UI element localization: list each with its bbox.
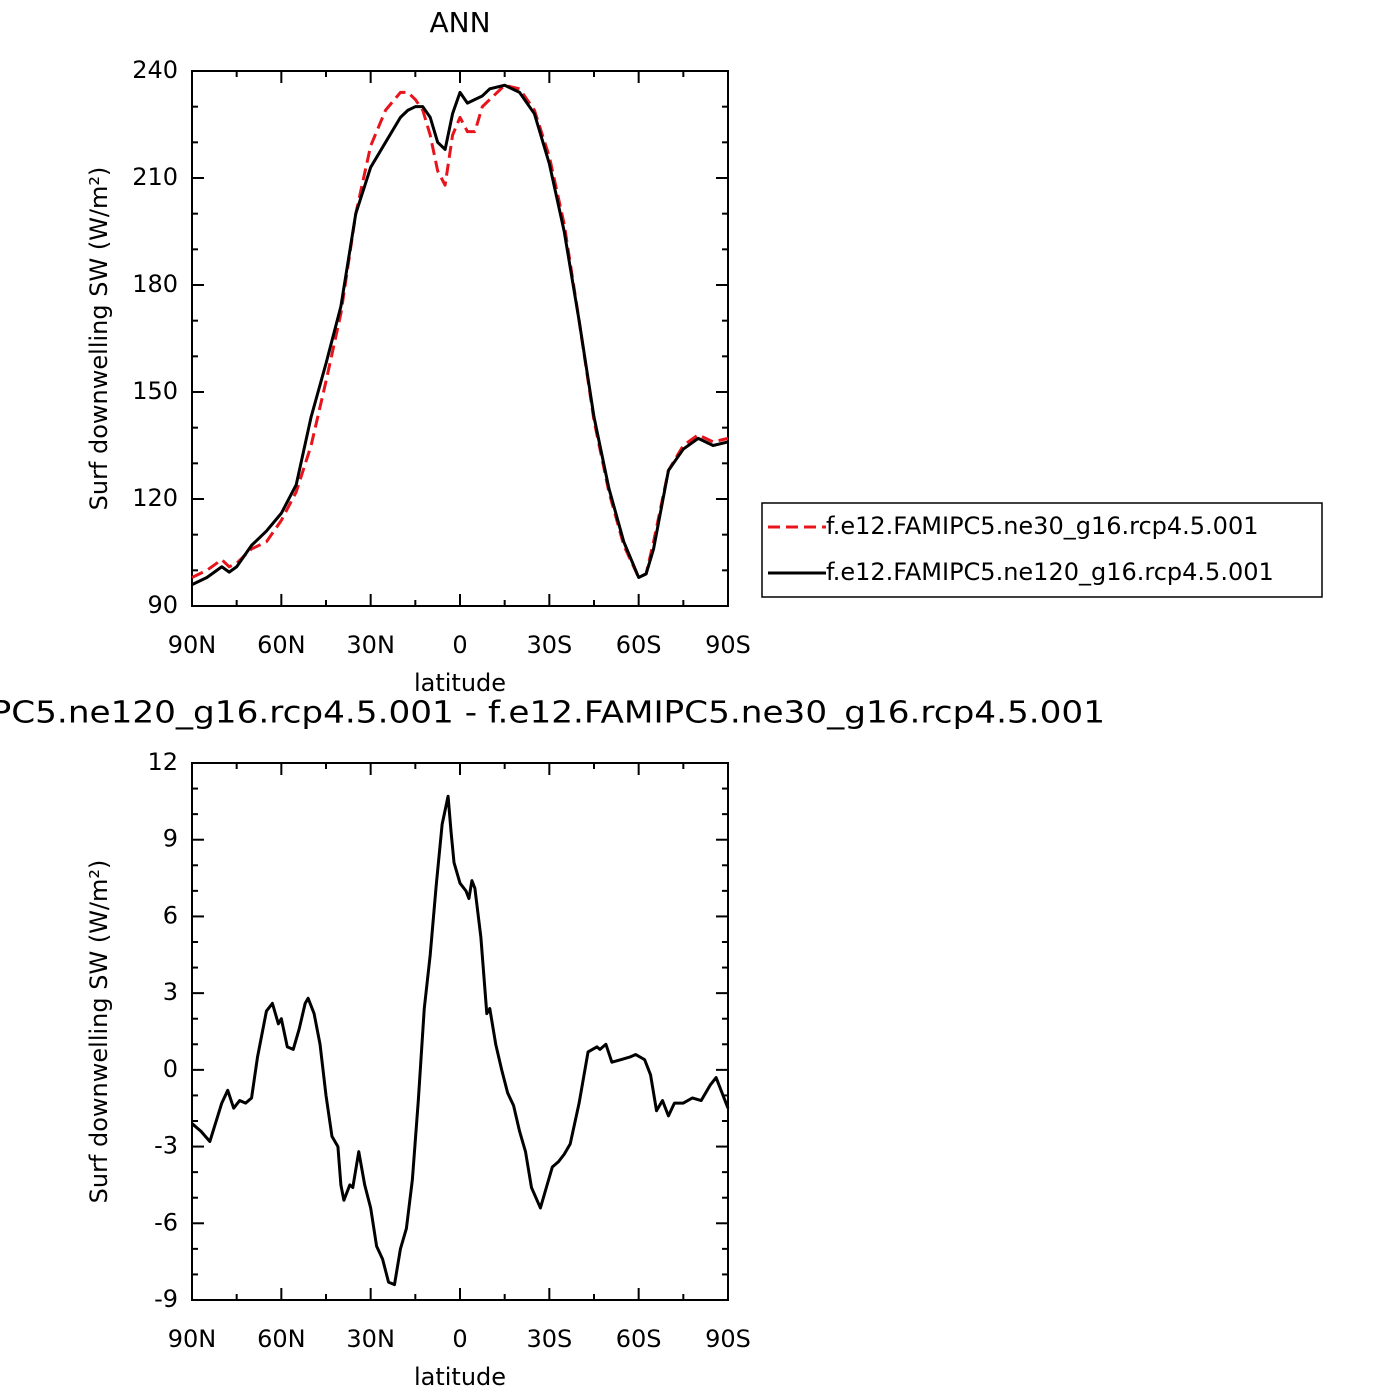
x-axis-label: latitude: [414, 1363, 506, 1391]
legend-label: f.e12.FAMIPC5.ne120_g16.rcp4.5.001: [826, 558, 1274, 586]
y-tick-label: 0: [163, 1055, 178, 1083]
plot-frame: [191, 762, 729, 1301]
x-tick-label: 0: [452, 1325, 467, 1353]
y-tick-label: 120: [132, 484, 178, 512]
data-line: [191, 83, 729, 586]
x-tick-label: 60N: [257, 1325, 306, 1353]
y-tick-label: 6: [163, 901, 178, 929]
x-tick-label: 90N: [168, 1325, 217, 1353]
y-tick-label: 180: [132, 270, 178, 298]
y-tick-label: -3: [154, 1132, 178, 1160]
x-tick-label: 90N: [168, 631, 217, 659]
x-tick-label: 60N: [257, 631, 306, 659]
y-tick-label: 12: [147, 748, 178, 776]
y-tick-label: 9: [163, 825, 178, 853]
y-tick-label: 150: [132, 377, 178, 405]
x-axis-label: latitude: [414, 669, 506, 697]
x-tick-label: 30N: [346, 631, 395, 659]
x-tick-label: 30S: [526, 631, 572, 659]
x-tick-label: 30N: [346, 1325, 395, 1353]
chart-title: f.e12.FAMIPC5.ne120_g16.rcp4.5.001 - f.e…: [0, 696, 1105, 731]
legend-label: f.e12.FAMIPC5.ne30_g16.rcp4.5.001: [826, 512, 1259, 540]
y-tick-label: 210: [132, 163, 178, 191]
chart-title: ANN: [429, 6, 490, 39]
x-tick-label: 60S: [616, 631, 662, 659]
y-tick-label: 3: [163, 978, 178, 1006]
y-tick-label: 90: [147, 591, 178, 619]
y-tick-label: -9: [154, 1285, 178, 1313]
x-tick-label: 0: [452, 631, 467, 659]
y-tick-label: 240: [132, 56, 178, 84]
y-axis-label: Surf downwelling SW (W/m²): [85, 167, 113, 511]
x-tick-label: 30S: [526, 1325, 572, 1353]
y-tick-label: -6: [154, 1208, 178, 1236]
y-axis-label: Surf downwelling SW (W/m²): [85, 860, 113, 1204]
legend-box: [761, 502, 1323, 598]
x-tick-label: 60S: [616, 1325, 662, 1353]
x-tick-label: 90S: [705, 1325, 751, 1353]
x-tick-label: 90S: [705, 631, 751, 659]
data-line: [191, 794, 730, 1287]
data-line: [191, 83, 729, 579]
